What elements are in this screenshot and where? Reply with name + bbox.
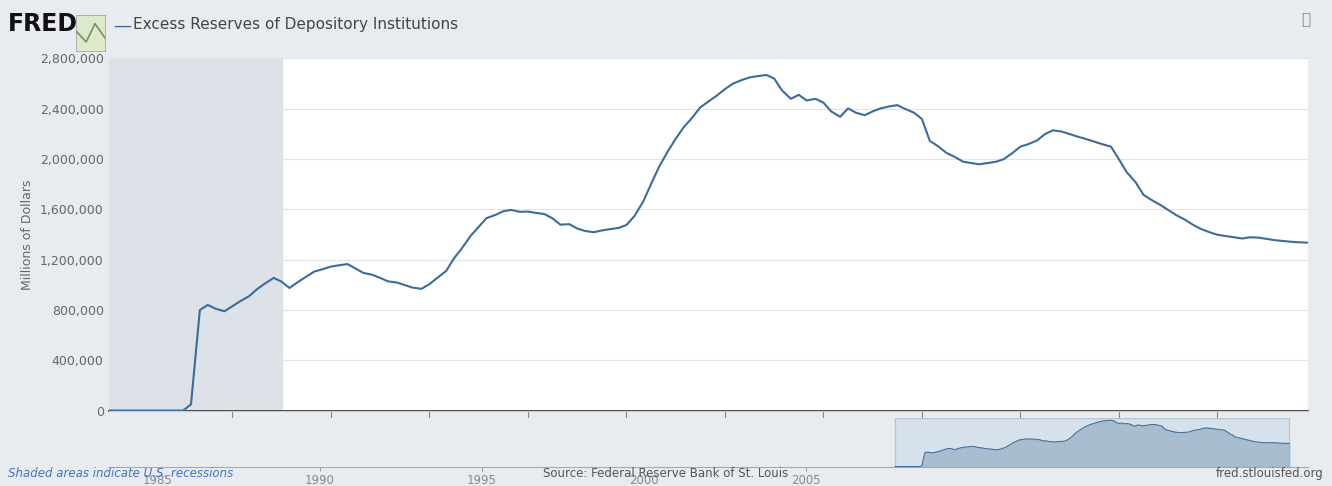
Bar: [895, 418, 1289, 467]
Text: ⛶: ⛶: [1301, 12, 1311, 27]
Y-axis label: Millions of Dollars: Millions of Dollars: [21, 179, 35, 290]
Text: Source: Federal Reserve Bank of St. Louis: Source: Federal Reserve Bank of St. Loui…: [543, 467, 789, 480]
Text: FRED: FRED: [8, 12, 79, 36]
Text: —: —: [113, 17, 132, 35]
Text: fred.stlouisfed.org: fred.stlouisfed.org: [1216, 467, 1324, 480]
Text: Excess Reserves of Depository Institutions: Excess Reserves of Depository Institutio…: [133, 17, 458, 32]
Bar: [109, 58, 281, 411]
Text: Shaded areas indicate U.S. recessions: Shaded areas indicate U.S. recessions: [8, 467, 233, 480]
